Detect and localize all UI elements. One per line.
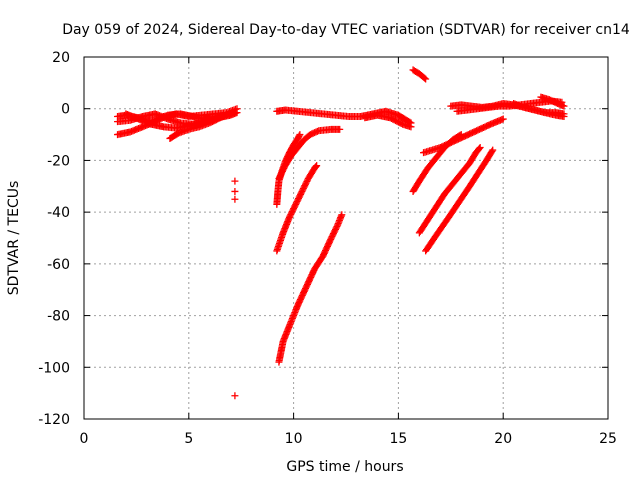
y-tick-label: -100 — [38, 360, 70, 376]
y-tick-label: -80 — [47, 309, 70, 325]
x-tick-label: 25 — [599, 431, 617, 447]
data-point — [336, 125, 344, 133]
tick-labels: 0 5 10 15 20 25 -120 -100 -80 -60 -40 -20 0 20 — [38, 50, 617, 447]
data-point — [422, 75, 430, 83]
data-point — [475, 145, 483, 153]
x-tick-label: 0 — [80, 431, 89, 447]
data-point — [233, 109, 241, 117]
outlier-point — [231, 195, 239, 203]
data-point — [560, 110, 568, 118]
plot-frame — [83, 56, 609, 420]
data-point — [210, 115, 218, 123]
y-tick-label: -20 — [47, 153, 70, 169]
data-point — [488, 147, 496, 155]
outlier-point — [231, 187, 239, 195]
data-point — [313, 162, 321, 170]
data-point — [560, 102, 568, 110]
data-point — [296, 131, 304, 139]
data-point — [476, 144, 484, 151]
x-tick-label: 20 — [494, 431, 512, 447]
chart-title: Day 059 of 2024, Sidereal Day-to-day VTE… — [62, 22, 630, 38]
outlier-point — [231, 177, 239, 185]
y-tick-label: 0 — [61, 102, 70, 118]
data-points — [114, 66, 568, 400]
y-tick-label: -40 — [47, 205, 70, 221]
x-axis-label: GPS time / hours — [286, 459, 403, 475]
data-point — [499, 115, 507, 123]
y-tick-label: -60 — [47, 257, 70, 273]
y-tick-label: -120 — [38, 412, 70, 428]
data-point — [225, 110, 233, 118]
data-point — [489, 146, 497, 154]
y-axis-label: SDTVAR / TECUs — [6, 181, 22, 296]
data-point — [312, 162, 320, 170]
data-point — [421, 74, 429, 82]
data-point — [295, 132, 303, 140]
outlier-point — [231, 392, 239, 400]
axis-ticks — [83, 56, 609, 420]
x-tick-label: 15 — [389, 431, 407, 447]
data-point — [338, 211, 346, 219]
x-tick-label: 10 — [285, 431, 303, 447]
y-tick-label: 20 — [52, 50, 70, 66]
data-point — [407, 123, 415, 131]
x-tick-label: 5 — [184, 431, 193, 447]
